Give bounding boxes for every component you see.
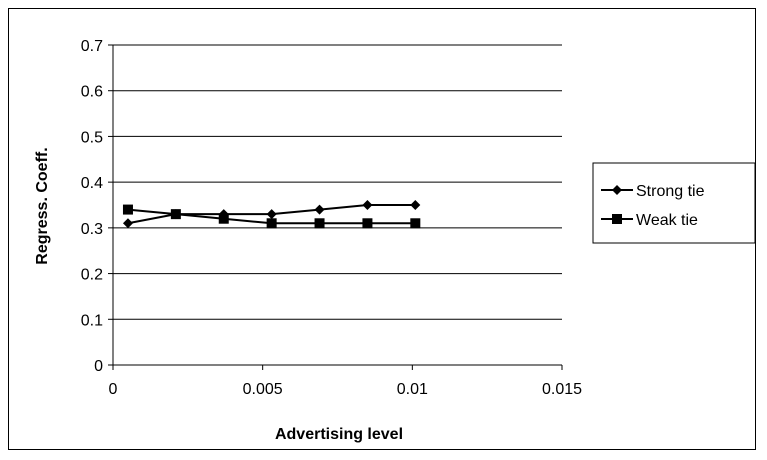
y-tick-label: 0.2 (81, 267, 103, 284)
x-tick-label: 0.005 (243, 381, 283, 398)
axes (108, 44, 563, 370)
x-axis-label: Advertising level (275, 426, 403, 443)
x-tick-label: 0 (109, 381, 118, 398)
legend-marker (612, 185, 622, 195)
line-chart: 0 0.1 0.2 0.3 0.4 0.5 0.6 0.7 0 0.005 0.01 0.015 Ad… (34, 38, 755, 443)
diamond-marker (122, 218, 133, 229)
diamond-marker (410, 200, 421, 210)
x-tick-label: 0.015 (542, 381, 582, 398)
y-tick-label: 0.6 (81, 84, 103, 101)
diamond-marker (362, 200, 373, 210)
x-tick-label: 0.01 (397, 381, 428, 398)
square-marker (410, 218, 421, 229)
diamond-marker (314, 204, 325, 215)
chart-frame: 0 0.1 0.2 0.3 0.4 0.5 0.6 0.7 0 0.005 0.01 0.015 Ad… (8, 8, 756, 450)
square-marker (266, 218, 277, 229)
y-tick-label: 0.1 (81, 312, 103, 329)
y-axis-label: Regress. Coeff. (34, 147, 51, 264)
y-tick-label: 0 (94, 358, 103, 375)
square-marker (314, 218, 325, 229)
square-marker (122, 204, 133, 215)
gridlines (113, 44, 562, 320)
y-tick-label: 0.4 (81, 175, 103, 192)
legend: Strong tie Weak tie (592, 162, 755, 244)
tick-labels: 0 0.1 0.2 0.3 0.4 0.5 0.6 0.7 0 0.005 0.01 0.015 (81, 38, 582, 398)
legend-label: Weak tie (636, 212, 698, 229)
legend-marker (612, 214, 622, 224)
diamond-marker (266, 209, 277, 220)
square-marker (170, 209, 181, 220)
series-layer (122, 200, 421, 229)
legend-box (592, 162, 755, 244)
legend-label: Strong tie (636, 183, 705, 200)
y-tick-label: 0.7 (81, 38, 103, 55)
y-tick-label: 0.5 (81, 129, 103, 146)
square-marker (362, 218, 373, 229)
y-tick-label: 0.3 (81, 221, 103, 238)
square-marker (218, 213, 229, 224)
